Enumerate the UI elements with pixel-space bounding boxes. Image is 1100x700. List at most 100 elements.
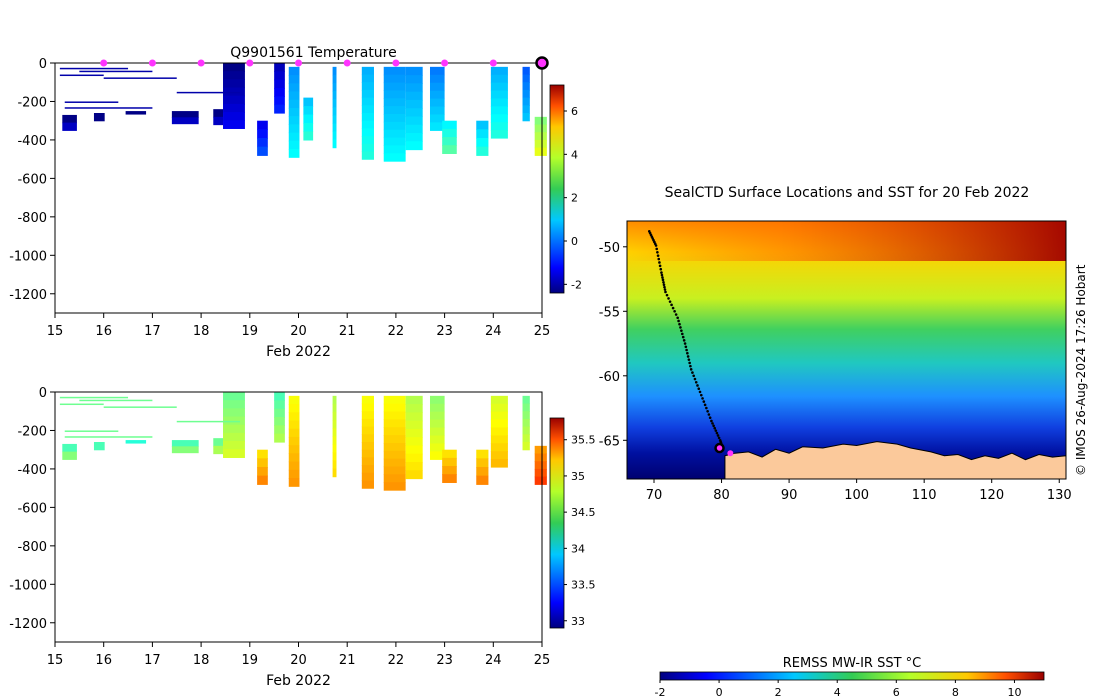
track-point (707, 413, 711, 416)
profile-cell (383, 106, 406, 115)
track-point (658, 264, 662, 268)
lon-tick-label: 80 (713, 488, 730, 503)
profile-cell (383, 427, 406, 436)
x-tick-label: 25 (534, 324, 551, 339)
y-tick-label: -200 (17, 95, 47, 110)
profile-cell (288, 140, 300, 150)
profile-cell (522, 411, 530, 420)
profile-cell (429, 451, 445, 460)
surface-marker (441, 59, 449, 67)
track-point (688, 361, 691, 365)
profile-cell (429, 435, 445, 445)
surface-location-marker (727, 450, 734, 457)
profile-cell (288, 124, 300, 134)
profile-cell (361, 465, 374, 474)
profile-cell (476, 467, 489, 477)
profile-cell (257, 458, 268, 468)
profile-cell (288, 116, 300, 125)
profile-cell (383, 82, 406, 92)
profile-cell (288, 469, 300, 479)
profile-streak (59, 403, 104, 406)
profile-cell (213, 116, 224, 126)
colorbar-tick-label: 6 (571, 105, 578, 118)
profile-cell (405, 75, 423, 84)
profile-cell (332, 123, 337, 133)
track-point (663, 285, 666, 289)
map-field (627, 221, 1066, 479)
x-tick-label: 20 (290, 653, 307, 668)
profile-cell (429, 74, 445, 84)
track-point (654, 244, 658, 247)
profile-cell (257, 467, 268, 477)
colorbar-tick-label: 2 (571, 192, 578, 205)
profile-cell (288, 75, 300, 84)
lat-tick-label: -60 (599, 370, 620, 385)
profile-streak (59, 74, 104, 77)
profile-cell (490, 90, 508, 100)
profile-cell (361, 66, 374, 76)
track-point (674, 313, 678, 316)
track-point (686, 355, 690, 358)
profile-cell (383, 419, 406, 428)
track-point (663, 288, 667, 291)
profile-cell (288, 445, 300, 454)
profile-cell (522, 82, 530, 91)
profile-cell (405, 91, 423, 101)
profile-cell (490, 419, 508, 429)
profile-cell (288, 99, 300, 109)
profile-cell (288, 420, 300, 430)
profile-cell (490, 443, 508, 452)
y-tick-label: -800 (17, 211, 47, 226)
sst-colorbar-label: REMSS MW-IR SST °C (783, 656, 922, 671)
profile-cell (405, 470, 423, 480)
profile-streak (176, 420, 241, 423)
colorbar-tick-label: 34.5 (571, 506, 596, 519)
profile-cell (257, 138, 268, 148)
profile-cell (383, 121, 406, 131)
profile-cell (405, 133, 423, 142)
profile-cell (383, 435, 406, 444)
profile-cell (405, 420, 423, 430)
profile-cell (274, 71, 285, 81)
profile-cell (62, 114, 77, 124)
profile-cell (223, 441, 245, 450)
profile-cell (383, 411, 406, 421)
profile-cell (62, 122, 77, 131)
profile-cell (383, 98, 406, 107)
profile-cell (223, 449, 245, 458)
profile-cell (405, 404, 423, 413)
x-tick-label: 16 (95, 324, 112, 339)
track-point (694, 380, 698, 384)
profile-cell (274, 104, 285, 114)
track-point (655, 247, 659, 251)
profile-cell (383, 129, 406, 139)
x-tick-label: 15 (47, 653, 64, 668)
colorbar-tick-label: 34 (571, 542, 585, 555)
track-point (710, 419, 713, 423)
track-point (698, 390, 702, 394)
sst-colorbar-tick-label: -2 (655, 686, 666, 699)
track-point (708, 416, 712, 420)
profile-cell (288, 412, 300, 422)
colorbar-tick-label: 33 (571, 615, 585, 628)
profile-cell (490, 114, 508, 123)
profile-cell (429, 122, 445, 131)
map-frame (626, 220, 1067, 480)
lon-tick-label: 110 (912, 488, 937, 503)
profile-cell (442, 474, 457, 483)
lon-tick-label: 120 (979, 488, 1004, 503)
profile-cell (288, 461, 300, 471)
profile-cell (361, 395, 374, 405)
profile-cell (490, 403, 508, 413)
profile-cell (171, 117, 199, 125)
profile-cell (383, 145, 406, 154)
track-point (717, 436, 721, 440)
profile-cell (490, 427, 508, 436)
profile-cell (429, 98, 445, 108)
profile-cell (257, 475, 268, 485)
profile-cell (534, 468, 547, 478)
x-tick-label: 19 (242, 324, 259, 339)
track-point (677, 319, 680, 323)
track-point (693, 377, 697, 381)
